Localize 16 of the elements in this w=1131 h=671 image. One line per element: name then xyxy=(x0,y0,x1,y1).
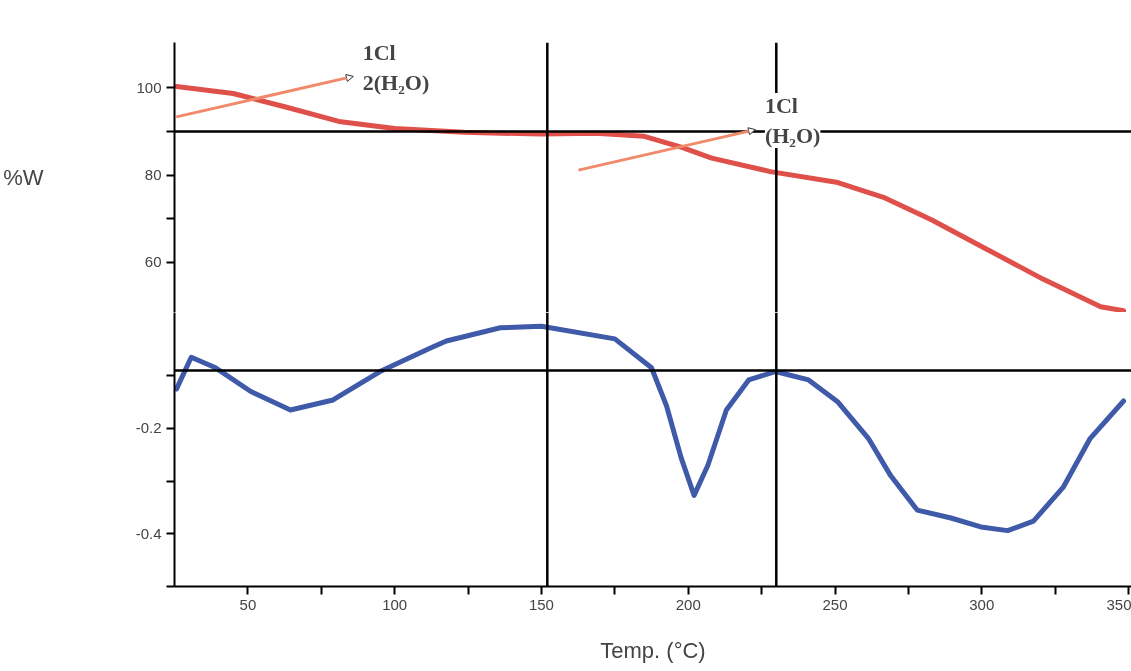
x-tick-label: 50 xyxy=(239,595,257,613)
x-tick-label: 300 xyxy=(969,595,995,613)
y-axis-title: %W xyxy=(3,165,44,190)
x-tick-label: 200 xyxy=(675,595,701,613)
x-tick-label: 250 xyxy=(822,595,848,613)
y-tick-label: 100 xyxy=(136,78,162,96)
annotation: 1Cl 2(H₂O) xyxy=(362,39,430,95)
y-tick-label: -0.2 xyxy=(135,419,162,437)
x-tick-label: 100 xyxy=(382,595,408,613)
annotation: 1Cl (H₂O) xyxy=(764,93,821,149)
x-tick-label: 350 xyxy=(1106,595,1131,613)
y-tick-label: -0.4 xyxy=(135,524,162,542)
x-axis-title: Temp. (°C) xyxy=(600,637,706,663)
y-tick-label: 80 xyxy=(144,166,162,184)
y-tick-label: 60 xyxy=(144,253,162,271)
x-tick-label: 150 xyxy=(528,595,554,613)
